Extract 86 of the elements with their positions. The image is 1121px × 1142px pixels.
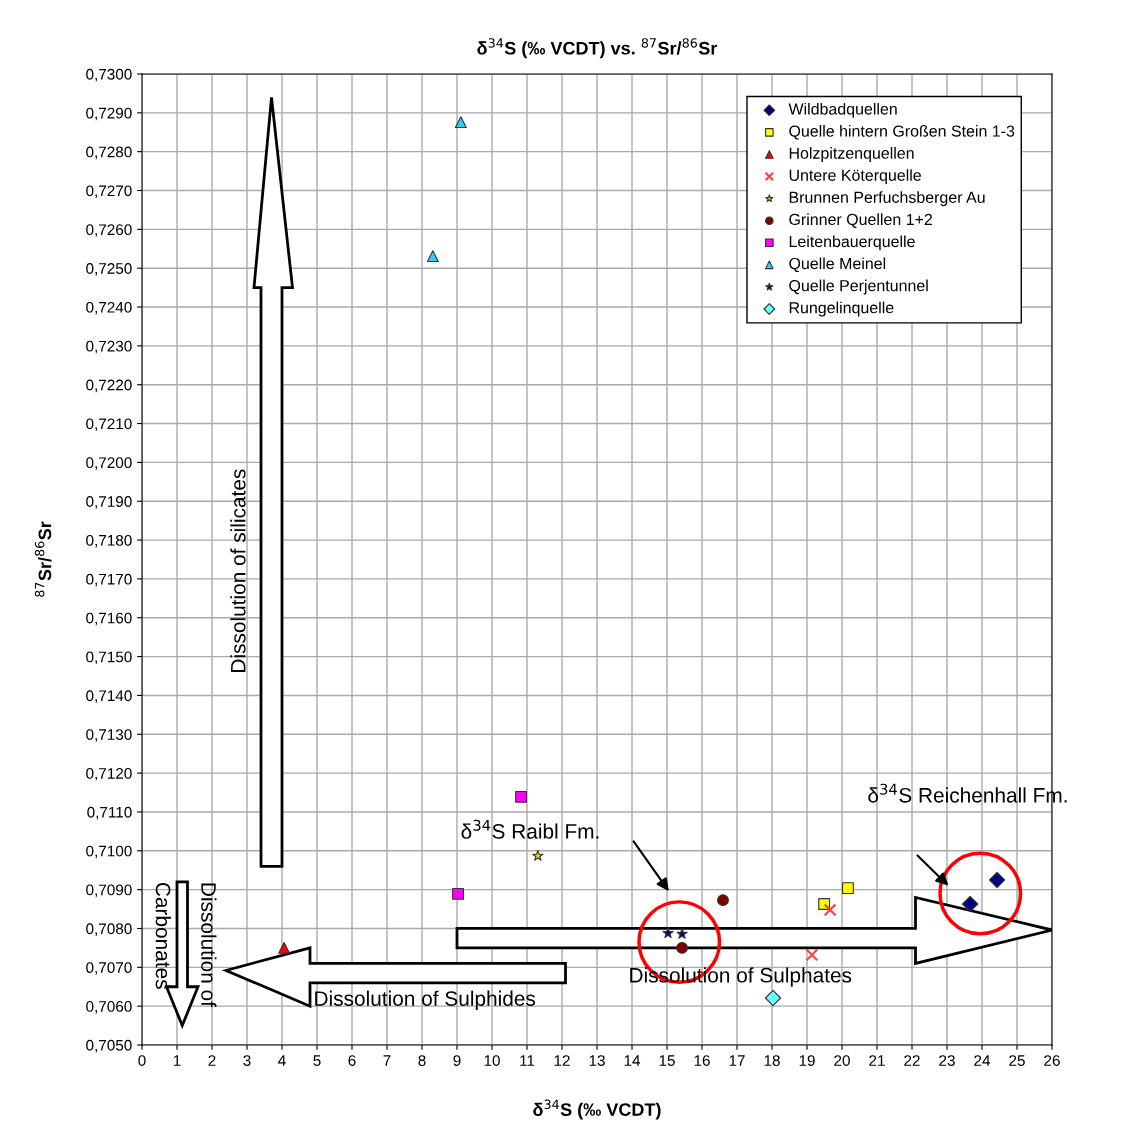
y-tick-label: 0,7240 <box>86 301 132 315</box>
point <box>676 941 688 954</box>
legend-label: Quelle hintern Großen Stein 1-3 <box>789 125 1015 140</box>
x-tick-label: 0 <box>138 1055 146 1066</box>
point <box>717 894 729 907</box>
y-tick-label: 0,7180 <box>86 534 132 548</box>
x-tick-label: 25 <box>1009 1055 1025 1066</box>
legend-label: Quelle Meinel <box>789 257 886 273</box>
y-tick-label: 0,7090 <box>86 884 132 898</box>
x-tick-label: 24 <box>974 1055 991 1066</box>
x-tick-label: 15 <box>659 1055 675 1066</box>
x-tick-label: 21 <box>869 1055 885 1066</box>
point <box>662 927 674 939</box>
x-tick-label: 18 <box>764 1055 780 1066</box>
x-tick-label: 13 <box>589 1055 605 1066</box>
x-tick-label: 11 <box>520 1055 535 1066</box>
y-tick-label: 0,7280 <box>86 146 132 160</box>
x-tick-label: 17 <box>729 1055 745 1066</box>
x-tick-label: 1 <box>173 1055 181 1066</box>
point <box>515 790 527 803</box>
legend-label: Quelle Perjentunnel <box>789 279 928 295</box>
point <box>426 250 439 263</box>
legend-label: Wildbadquellen <box>788 102 897 118</box>
x-tick-label: 16 <box>694 1055 710 1066</box>
legend-label: Grinner Quellen 1+2 <box>789 213 932 228</box>
point <box>532 849 544 861</box>
x-tick-label: 3 <box>243 1055 251 1066</box>
y-tick-label: 0,7200 <box>86 457 132 470</box>
x-tick-label: 5 <box>313 1055 321 1066</box>
x-tick-label: 14 <box>624 1055 641 1066</box>
y-tick-label: 0,7130 <box>86 729 132 742</box>
y-tick-label: 0,7290 <box>86 107 132 121</box>
x-tick-label: 26 <box>1044 1055 1060 1066</box>
legend-label: Brunnen Perfuchsberger Au <box>789 191 985 207</box>
y-tick-label: 0,7080 <box>86 923 132 936</box>
x-tick-label: 2 <box>208 1055 216 1066</box>
x-tick-label: 7 <box>383 1055 391 1066</box>
x-tick-label: 20 <box>834 1055 850 1066</box>
y-tick-label: 0,7260 <box>86 224 132 237</box>
legend-label: Leitenbauerquelle <box>789 235 915 251</box>
y-tick-label: 0,7120 <box>86 767 132 781</box>
y-tick-label: 0,7220 <box>86 379 132 393</box>
annotation: δ$^{34}$S Raibl Fm. <box>461 819 599 839</box>
y-tick-label: 0,7100 <box>86 845 132 859</box>
point <box>764 989 782 1007</box>
y-tick-label: 0,7190 <box>86 496 132 509</box>
y-tick-label: 0,7300 <box>86 68 132 82</box>
x-tick-label: 19 <box>799 1055 815 1066</box>
y-tick-label: 0,7270 <box>86 185 132 199</box>
y-tick-label: 0,7250 <box>86 263 132 276</box>
x-axis-title: δ$^{34}$S (‰ VCDT) <box>533 1099 661 1120</box>
y-tick-label: 0,7160 <box>86 612 132 626</box>
point <box>961 895 979 913</box>
x-tick-label: 10 <box>484 1055 500 1066</box>
point <box>805 948 819 962</box>
x-tick-label: 8 <box>418 1055 426 1066</box>
point <box>278 941 291 954</box>
point <box>676 927 688 939</box>
legend-label: Untere Köterquelle <box>789 169 921 185</box>
x-tick-label: 4 <box>278 1055 286 1066</box>
y-tick-label: 0,7170 <box>86 573 132 587</box>
y-axis-title: $^{87}$Sr/$^{86}$Sr <box>34 521 52 597</box>
x-tick-label: 22 <box>904 1055 920 1066</box>
y-tick-label: 0,7110 <box>87 806 132 820</box>
x-tick-label: 23 <box>939 1055 955 1066</box>
chart-title: δ$^{34}$S (‰ VCDT) vs. $^{87}$Sr/$^{86}$Sr <box>477 38 718 59</box>
point <box>988 871 1006 889</box>
y-tick-label: 0,7070 <box>86 962 132 975</box>
text: Dissolution of Carbonates <box>155 882 217 1007</box>
legend-label: Holzpitzenquellen <box>789 147 914 162</box>
y-tick-label: 0,7150 <box>86 651 132 665</box>
legend-label: Rungelinquelle <box>789 301 894 317</box>
point <box>454 116 467 129</box>
y-tick-label: 0,7060 <box>86 1001 132 1014</box>
annotation: Dissolution of silicates <box>230 469 246 672</box>
point <box>823 903 837 917</box>
y-tick-label: 0,7140 <box>86 690 132 703</box>
point <box>452 887 464 900</box>
x-tick-label: 9 <box>453 1055 461 1066</box>
point <box>842 882 854 895</box>
x-tick-label: 12 <box>554 1055 570 1066</box>
annotation: Dissolution of Sulphides <box>315 990 536 1011</box>
y-tick-label: 0,7210 <box>86 418 132 432</box>
x-tick-label: 6 <box>348 1055 356 1066</box>
y-tick-label: 0,7050 <box>86 1039 132 1053</box>
y-tick-label: 0,7230 <box>86 340 132 354</box>
